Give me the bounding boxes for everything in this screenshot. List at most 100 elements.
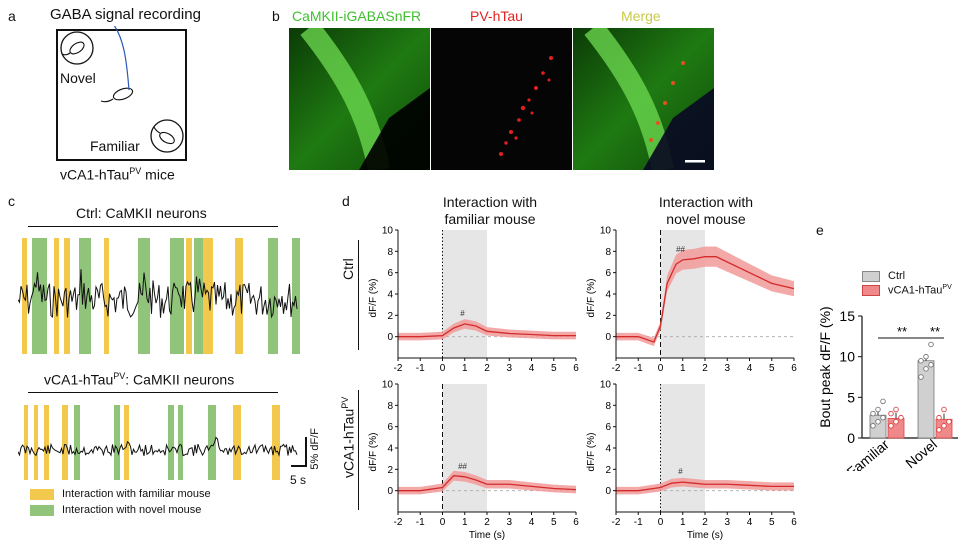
panel-c-title-htau: vCA1-hTauPV: CaMKII neurons [44,371,234,388]
e-data-point [888,423,894,429]
mean-line [398,475,577,492]
y-tick-label: 10 [600,226,612,237]
d-row-label-ctrl: Ctrl [340,258,356,280]
image-label-gaba: CaMKII-iGABASnFR [292,8,422,24]
x-tick-label: -1 [634,363,643,374]
caption-sup: PV [129,166,142,176]
e-y-tick-label: 10 [839,349,855,365]
novel-interaction-band [138,238,150,354]
e-legend-htau-swatch [862,285,880,297]
d-row-label-htau-main: vCA1-hTau [340,408,357,478]
x-tick-label: 6 [573,517,579,528]
e-data-point [936,414,942,421]
x-tick-label: -2 [612,517,621,528]
d-col-title-familiar-1: Interaction with [442,194,538,210]
mean-line [398,323,576,338]
image-label-merge: Merge [621,8,661,24]
e-data-point [923,353,929,360]
x-tick-label: 2 [484,517,490,528]
y-axis-label: dF/F (%) [368,433,379,472]
image-label-pv: PV-hTau [470,8,523,24]
y-tick-label: 8 [605,401,611,412]
trace-ctrl [18,238,300,354]
x-tick-label: -2 [394,517,403,528]
x-tick-label: 2 [484,363,490,374]
y-tick-label: 0 [387,332,393,343]
x-tick-label: 1 [680,363,686,374]
y-tick-label: 6 [387,422,393,433]
x-tick-label: 5 [769,517,775,528]
e-data-point [875,406,881,413]
novel-interaction-band [168,405,174,480]
novel-interaction-band [208,405,216,480]
y-tick-label: 2 [387,465,393,476]
y-axis-label: dF/F (%) [586,279,597,318]
x-tick-label: 5 [551,363,557,374]
e-y-tick-label: 15 [839,308,855,324]
y-axis-label: dF/F (%) [368,279,379,318]
e-legend-ctrl-swatch [862,270,880,282]
d-row-rule-htau [358,390,359,510]
e-data-point [928,362,934,368]
e-data-point [880,414,886,421]
e-data-point [893,418,899,425]
e-legend-htau: vCA1-hTauPV [862,284,952,297]
scale-bar-c-h [291,465,307,467]
scale-bar [685,160,705,163]
novel-interaction-band [74,405,80,480]
x-tick-label: -1 [634,517,643,528]
panel-a-title: GABA signal recording [50,6,201,23]
d-col-title-familiar-2: familiar mouse [444,211,536,227]
y-tick-label: 4 [387,290,393,301]
sem-band [616,246,794,347]
y-tick-label: 0 [387,486,393,497]
mean-line [616,256,795,343]
y-tick-label: 0 [605,486,611,497]
y-tick-label: 10 [600,380,612,391]
e-data-point [893,406,899,413]
panel-c-letter: c [8,193,15,209]
y-tick-label: 8 [387,401,393,412]
familiar-interaction-band [272,405,280,480]
x-tick-label: -1 [416,363,425,374]
x-tick-label: 4 [747,363,753,374]
e-bar [917,360,935,439]
e-data-point [941,406,947,413]
e-data-point [941,423,947,429]
sem-band [616,477,794,495]
e-sig-mark-2: ** [930,324,940,339]
legend-novel-swatch [30,504,54,516]
e-sig-mark-1: ** [897,324,907,339]
e-data-point [946,418,952,425]
e-data-point [880,398,886,405]
y-tick-label: 0 [605,332,611,343]
legend-familiar: Interaction with familiar mouse [30,488,211,500]
htau-title-sup: PV [113,371,126,381]
scale-bar-c [305,437,307,465]
e-data-point [928,341,934,348]
familiar-interaction-band [54,238,59,354]
x-tick-label: 4 [529,363,535,374]
x-tick-label: 1 [680,517,686,528]
novel-interaction-band [292,238,300,354]
micrograph-gaba [289,28,430,170]
d-col-title-familiar: Interaction with familiar mouse [420,194,560,228]
panel-c-title-ctrl: Ctrl: CaMKII neurons [76,205,207,221]
novel-interaction-band [178,405,183,480]
x-tick-label: 5 [769,363,775,374]
e-y-axis-label: Bout peak dF/F (%) [817,306,833,427]
y-tick-label: 10 [382,226,394,237]
familiar-interaction-band [64,238,70,354]
x-tick-label: 4 [747,517,753,528]
x-tick-label: 4 [529,517,535,528]
familiar-mouse-icon [153,126,175,145]
panel-a-caption: vCA1-hTauPV mice [60,166,175,183]
d-row-label-htau-sup: PV [340,396,350,409]
familiar-interaction-band [124,405,129,480]
x-tick-label: 0 [658,517,664,528]
y-tick-label: 6 [605,422,611,433]
novel-label: Novel [60,70,96,86]
caption-tail: mice [141,166,175,183]
